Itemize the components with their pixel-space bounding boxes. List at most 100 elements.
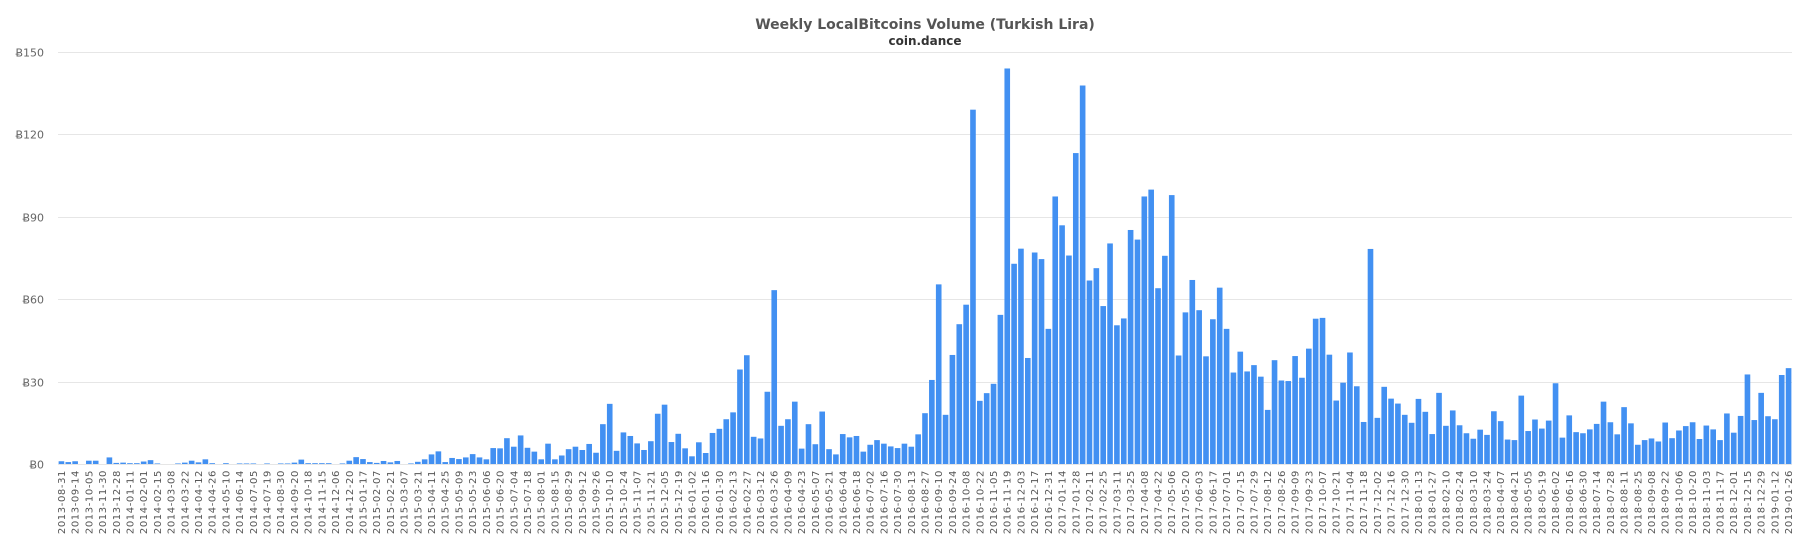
bar[interactable]	[956, 324, 963, 464]
bar[interactable]	[1641, 440, 1648, 464]
bar[interactable]	[1614, 434, 1621, 464]
bar[interactable]	[1223, 328, 1230, 464]
bar[interactable]	[1175, 355, 1182, 464]
bar[interactable]	[586, 443, 592, 464]
bar[interactable]	[997, 314, 1004, 464]
bar[interactable]	[606, 403, 613, 464]
bar[interactable]	[805, 424, 812, 464]
bar[interactable]	[298, 459, 305, 464]
bar[interactable]	[1415, 398, 1422, 464]
bar[interactable]	[1100, 306, 1107, 464]
bar[interactable]	[1765, 416, 1771, 464]
bar[interactable]	[147, 460, 154, 464]
bar[interactable]	[1196, 310, 1202, 464]
bar[interactable]	[456, 459, 462, 464]
bar[interactable]	[1566, 415, 1573, 464]
bar[interactable]	[319, 463, 325, 464]
bar[interactable]	[1216, 287, 1223, 464]
bar[interactable]	[1264, 409, 1271, 464]
bar[interactable]	[504, 438, 510, 464]
bar[interactable]	[1751, 420, 1758, 464]
bar[interactable]	[901, 443, 908, 464]
bar[interactable]	[1107, 243, 1113, 464]
bar[interactable]	[346, 460, 353, 464]
bar[interactable]	[1319, 317, 1326, 464]
bar[interactable]	[1018, 248, 1024, 464]
bar[interactable]	[1696, 439, 1703, 464]
bar[interactable]	[134, 463, 140, 464]
bar[interactable]	[552, 459, 558, 464]
bar[interactable]	[1374, 417, 1381, 464]
bar[interactable]	[723, 419, 730, 464]
bar[interactable]	[1031, 252, 1038, 464]
bar[interactable]	[1127, 229, 1134, 464]
bar[interactable]	[963, 304, 969, 464]
bar[interactable]	[908, 446, 915, 464]
bar[interactable]	[367, 462, 373, 464]
bar[interactable]	[970, 109, 976, 465]
bar[interactable]	[291, 462, 298, 464]
bar[interactable]	[1299, 377, 1305, 464]
bar[interactable]	[935, 284, 942, 464]
bar[interactable]	[1600, 401, 1607, 464]
bar[interactable]	[1148, 189, 1154, 465]
bar[interactable]	[1552, 383, 1559, 464]
bar[interactable]	[757, 438, 764, 464]
bar[interactable]	[1772, 419, 1778, 464]
bar[interactable]	[839, 434, 846, 464]
bar[interactable]	[380, 460, 387, 464]
bar[interactable]	[415, 461, 421, 464]
bar[interactable]	[1059, 225, 1065, 464]
bar[interactable]	[833, 454, 839, 464]
bar[interactable]	[442, 462, 449, 464]
bar[interactable]	[1717, 440, 1723, 464]
bar[interactable]	[1251, 365, 1257, 464]
bar[interactable]	[942, 414, 949, 464]
bar[interactable]	[106, 457, 113, 464]
bar[interactable]	[462, 457, 469, 464]
bar[interactable]	[874, 440, 880, 464]
bar[interactable]	[373, 462, 380, 464]
bar[interactable]	[387, 462, 394, 464]
bar[interactable]	[305, 463, 311, 464]
bar[interactable]	[483, 459, 490, 464]
bar[interactable]	[284, 463, 291, 464]
bar[interactable]	[565, 449, 572, 464]
bar[interactable]	[771, 290, 778, 464]
bar[interactable]	[1360, 421, 1367, 464]
bar[interactable]	[1162, 255, 1168, 464]
bar[interactable]	[1120, 318, 1127, 464]
bar[interactable]	[1504, 439, 1511, 464]
bar[interactable]	[1778, 375, 1785, 464]
bar[interactable]	[696, 442, 702, 464]
bar[interactable]	[360, 459, 366, 464]
bar[interactable]	[1038, 259, 1045, 464]
bar[interactable]	[613, 450, 620, 464]
bar[interactable]	[65, 462, 72, 464]
bar[interactable]	[641, 449, 647, 464]
bar[interactable]	[1271, 360, 1278, 464]
bar[interactable]	[572, 446, 579, 464]
bar[interactable]	[929, 379, 935, 464]
bar[interactable]	[1182, 312, 1189, 464]
bar[interactable]	[1292, 356, 1298, 464]
bar[interactable]	[1607, 422, 1614, 464]
bar[interactable]	[675, 433, 682, 464]
bar[interactable]	[538, 459, 544, 464]
bar[interactable]	[92, 460, 99, 464]
bar[interactable]	[1244, 371, 1250, 464]
bar[interactable]	[195, 462, 202, 464]
bar[interactable]	[1367, 248, 1374, 464]
bar[interactable]	[1559, 437, 1566, 464]
bar[interactable]	[1703, 425, 1710, 464]
bar[interactable]	[339, 463, 346, 464]
bar[interactable]	[1340, 382, 1346, 464]
bar[interactable]	[1758, 392, 1764, 464]
bar[interactable]	[243, 463, 250, 464]
bar[interactable]	[1134, 239, 1141, 464]
bar[interactable]	[600, 424, 606, 464]
bar[interactable]	[1114, 325, 1120, 464]
bar[interactable]	[1443, 425, 1449, 464]
bar[interactable]	[1655, 441, 1662, 464]
bar[interactable]	[1593, 423, 1600, 464]
